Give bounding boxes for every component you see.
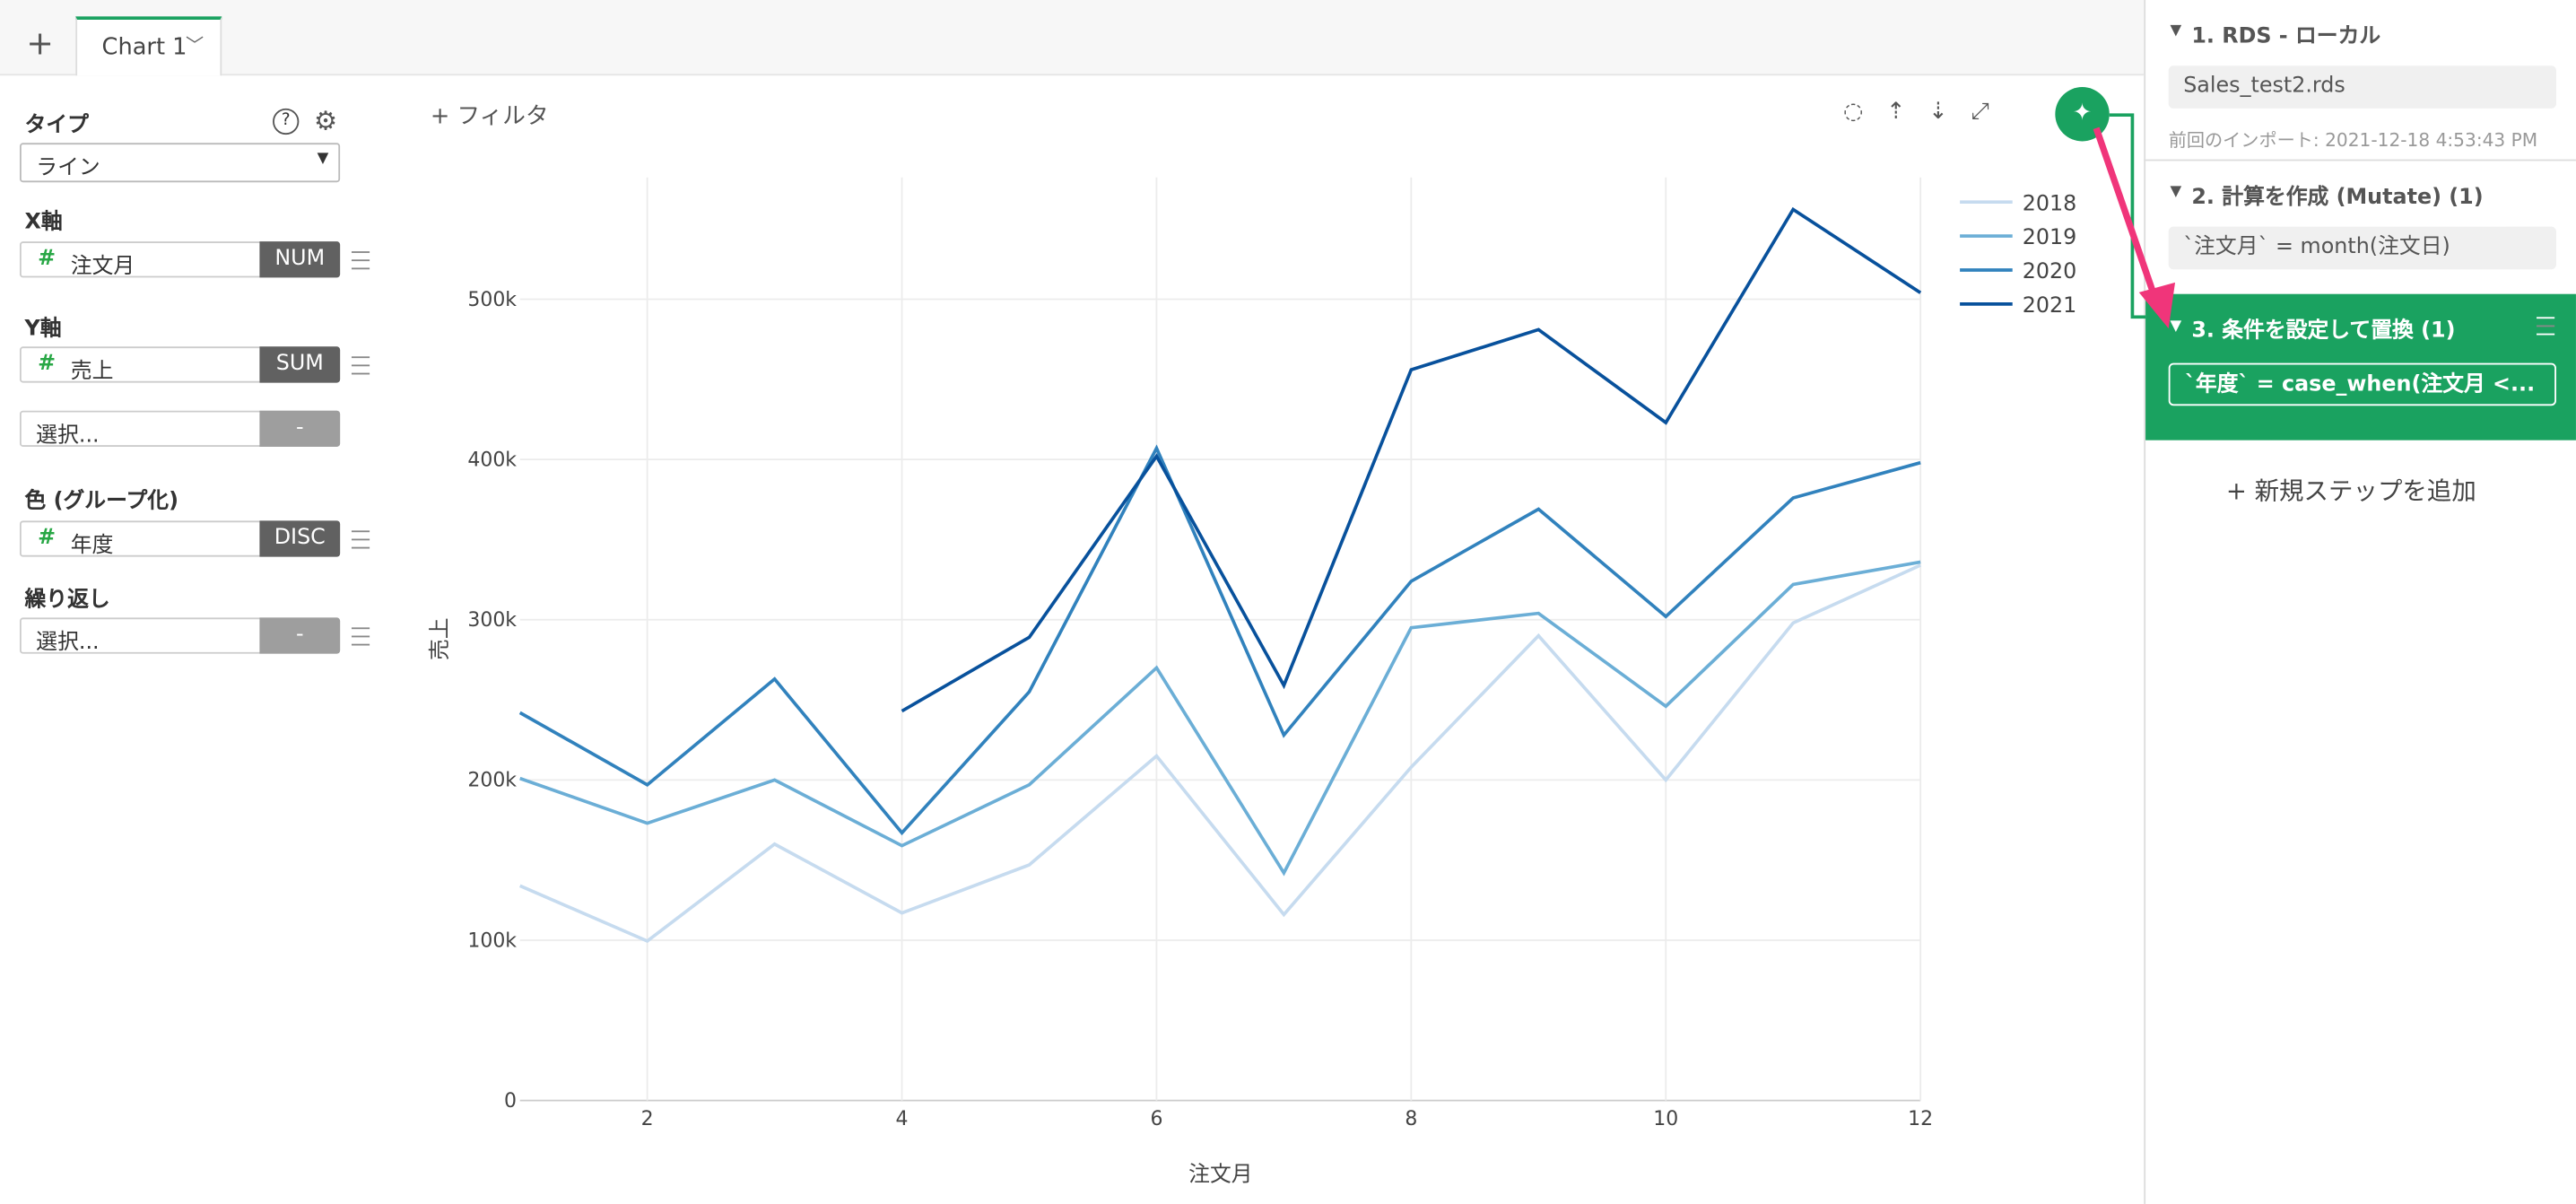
x-tick-label: 6	[1150, 1108, 1162, 1130]
arrow-head	[2138, 282, 2176, 329]
x-label: X軸	[24, 210, 63, 235]
filter-label: フィルタ	[457, 103, 549, 130]
repeat-field[interactable]: 選択... -	[19, 617, 341, 656]
repeat-tag[interactable]: -	[259, 617, 341, 654]
x-tick-label: 4	[896, 1108, 909, 1130]
legend-label[interactable]: 2019	[2023, 224, 2077, 249]
y-tick-label: 500k	[467, 289, 517, 311]
repeat-menu[interactable]	[351, 627, 370, 646]
step-content[interactable]: Sales_test2.rds	[2168, 65, 2556, 109]
x-axis-title: 注文月	[1188, 1161, 1252, 1186]
filter-button[interactable]: + フィルタ	[430, 103, 549, 130]
y2-placeholder: 選択...	[36, 423, 100, 449]
tab-caret: ﹀	[185, 34, 205, 57]
chart: 注文月 売上 0 100k 200k 300k 400k 500k 2 4 6 8 10 12 2018…	[427, 177, 2077, 1186]
x-menu[interactable]	[351, 251, 370, 270]
step-content[interactable]: `年度` = case_when(注文月 <...	[2168, 362, 2556, 406]
x-tick-label: 2	[641, 1108, 654, 1130]
comment-icon[interactable]: ◌	[1843, 98, 1887, 126]
series-line	[519, 560, 1921, 877]
series-line	[518, 444, 1921, 836]
y-tag[interactable]: SUM	[259, 346, 341, 383]
series-line	[518, 563, 1921, 944]
toolbar: ◌⇡⇣⤢	[1843, 99, 2012, 125]
step-title[interactable]: 3. 条件を設定して置換 (1)	[2191, 318, 2456, 344]
tab-bar	[0, 0, 2145, 76]
x-tick-label: 10	[1653, 1108, 1678, 1130]
y-field-name: 売上	[70, 359, 114, 385]
legend-label[interactable]: 2018	[2023, 190, 2077, 215]
color-label: 色 (グループ化)	[24, 489, 178, 515]
settings-icon[interactable]: ⚙	[313, 105, 338, 136]
step-title[interactable]: 2. 計算を作成 (Mutate) (1)	[2191, 185, 2484, 211]
arrow-shaft	[2093, 127, 2161, 305]
add-step-label: 新規ステップを追加	[2254, 475, 2476, 506]
color-field-name: 年度	[70, 534, 114, 559]
upload-icon[interactable]: ⇡	[1886, 98, 1929, 126]
x-tag[interactable]: NUM	[259, 241, 341, 278]
repeat-label: 繰り返し	[24, 588, 110, 613]
y2-tag[interactable]: -	[259, 410, 341, 447]
connector	[2109, 113, 2146, 319]
step-menu[interactable]	[2536, 317, 2555, 336]
x-tick-label: 12	[1908, 1108, 1933, 1130]
help-icon[interactable]: ?	[273, 108, 300, 135]
add-tab[interactable]: +	[26, 22, 55, 63]
expand-icon[interactable]: ⤢	[1971, 98, 2013, 126]
x-tick-label: 8	[1405, 1108, 1417, 1130]
y-tick-label: 400k	[467, 449, 517, 471]
legend-label[interactable]: 2021	[2023, 292, 2077, 318]
color-tag[interactable]: DISC	[259, 520, 341, 557]
y-tick-label: 0	[504, 1090, 517, 1112]
type-select[interactable]: ライン ▼	[19, 143, 341, 183]
step-note: 前回のインポート: 2021-12-18 4:53:43 PM	[2168, 129, 2538, 152]
type-value: ライン	[36, 155, 100, 181]
y-label: Y軸	[24, 317, 62, 342]
y2-field[interactable]: 選択... -	[19, 410, 341, 449]
y-tick-label: 300k	[467, 609, 517, 632]
color-menu[interactable]	[351, 530, 370, 549]
chart-tab-label: Chart 1	[101, 34, 187, 61]
right-panel	[2144, 0, 2576, 1204]
series-line	[901, 206, 1922, 713]
add-step-button[interactable]: + 新規ステップを追加	[2225, 475, 2476, 506]
repeat-placeholder: 選択...	[36, 631, 100, 656]
color-field[interactable]: # 年度 DISC	[19, 520, 341, 559]
x-field[interactable]: # 注文月 NUM	[19, 241, 341, 280]
y-tick-label: 200k	[467, 770, 517, 792]
step-content[interactable]: `注文月` = month(注文日)	[2168, 226, 2556, 270]
chart-tab[interactable]: Chart 1 ﹀	[75, 16, 222, 76]
type-label: タイプ	[24, 113, 89, 138]
x-field-name: 注文月	[70, 254, 135, 280]
y-tick-label: 100k	[467, 929, 517, 952]
y-field[interactable]: # 売上 SUM	[19, 346, 341, 385]
pin-button[interactable]: ✦	[2055, 87, 2110, 142]
legend-label[interactable]: 2020	[2023, 258, 2077, 284]
download-icon[interactable]: ⇣	[1928, 98, 1971, 126]
y-menu[interactable]	[351, 356, 370, 375]
step-title[interactable]: 1. RDS - ローカル	[2191, 24, 2381, 49]
y-axis-title: 売上	[427, 617, 452, 660]
